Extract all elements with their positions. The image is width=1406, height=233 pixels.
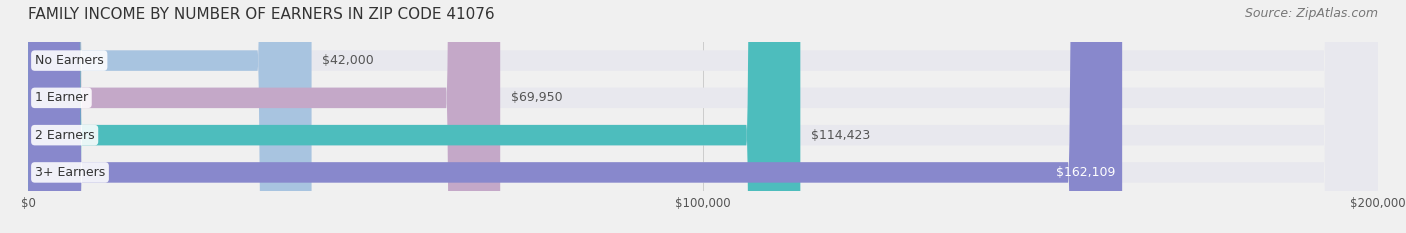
FancyBboxPatch shape — [28, 0, 1122, 233]
Text: Source: ZipAtlas.com: Source: ZipAtlas.com — [1244, 7, 1378, 20]
FancyBboxPatch shape — [28, 0, 501, 233]
Text: 2 Earners: 2 Earners — [35, 129, 94, 142]
Text: $42,000: $42,000 — [322, 54, 374, 67]
FancyBboxPatch shape — [28, 0, 800, 233]
FancyBboxPatch shape — [28, 0, 1378, 233]
Text: 1 Earner: 1 Earner — [35, 91, 89, 104]
Text: No Earners: No Earners — [35, 54, 104, 67]
Text: $162,109: $162,109 — [1056, 166, 1115, 179]
FancyBboxPatch shape — [28, 0, 1378, 233]
FancyBboxPatch shape — [28, 0, 1378, 233]
Text: FAMILY INCOME BY NUMBER OF EARNERS IN ZIP CODE 41076: FAMILY INCOME BY NUMBER OF EARNERS IN ZI… — [28, 7, 495, 22]
FancyBboxPatch shape — [28, 0, 1378, 233]
Text: $69,950: $69,950 — [510, 91, 562, 104]
Text: $114,423: $114,423 — [811, 129, 870, 142]
Text: 3+ Earners: 3+ Earners — [35, 166, 105, 179]
FancyBboxPatch shape — [28, 0, 312, 233]
